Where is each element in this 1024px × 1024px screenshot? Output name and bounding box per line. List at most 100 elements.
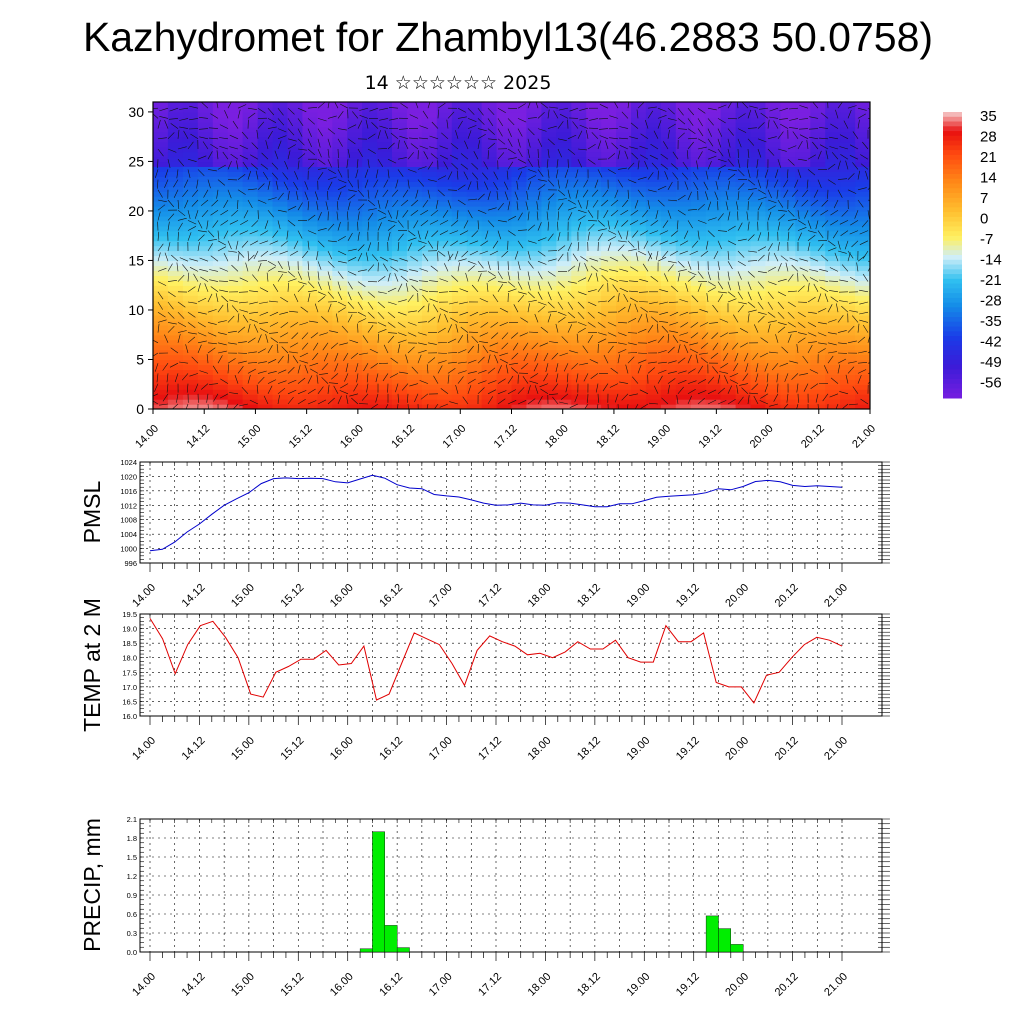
- wind-barb: [577, 327, 586, 333]
- temperature-cell: [257, 107, 274, 113]
- temperature-cell: [257, 235, 274, 242]
- wind-barb: [817, 308, 827, 313]
- wind-barb: [215, 293, 219, 303]
- temperature-cell: [511, 295, 527, 301]
- wind-barb: [377, 159, 384, 167]
- temperature-cell: [167, 295, 184, 301]
- wind-barb: [777, 383, 779, 393]
- temperature-cell: [153, 250, 169, 257]
- temperature-cell: [242, 344, 259, 351]
- wind-barb: [289, 310, 299, 313]
- temperature-cell: [780, 305, 796, 311]
- temperature-cell: [197, 399, 214, 405]
- temperature-cell: [645, 344, 662, 351]
- temperature-cell: [616, 324, 632, 331]
- wind-barb: [865, 170, 869, 180]
- temperature-cell: [212, 255, 229, 262]
- temperature-cell: [571, 121, 587, 128]
- wind-barb: [387, 335, 395, 343]
- temperature-cell: [212, 359, 229, 366]
- temperature-cell: [362, 280, 378, 286]
- temperature-cell: [750, 201, 766, 207]
- temperature-cell: [167, 161, 184, 167]
- temperature-cell: [212, 146, 229, 153]
- wind-barb: [537, 128, 547, 132]
- temperature-cell: [362, 275, 378, 281]
- temperature-cell: [645, 329, 662, 336]
- temperature-cell: [645, 196, 662, 202]
- temperature-cell: [377, 215, 393, 222]
- temperature-cell: [227, 290, 244, 296]
- wind-barb: [340, 383, 349, 389]
- wind-barb: [677, 132, 685, 140]
- temperature-cell: [855, 250, 870, 257]
- temperature-cell: [182, 344, 199, 351]
- temperature-cell: [541, 225, 557, 232]
- temperature-cell: [257, 399, 274, 405]
- temperature-cell: [182, 186, 199, 192]
- temperature-cell: [780, 230, 796, 237]
- wind-barb: [185, 344, 189, 354]
- wind-barb: [567, 265, 576, 272]
- temperature-cell: [660, 141, 677, 148]
- temperature-cell: [660, 359, 677, 366]
- wind-barb: [699, 309, 709, 313]
- temperature-cell: [825, 225, 841, 232]
- temperature-cell: [332, 146, 348, 153]
- wind-barb: [507, 261, 509, 271]
- temperature-cell: [675, 329, 692, 336]
- temperature-cell: [406, 324, 423, 331]
- wind-barb: [547, 193, 555, 201]
- temperature-cell: [735, 235, 752, 242]
- wind-barb: [617, 240, 627, 243]
- wind-barb: [840, 230, 849, 236]
- temperature-cell: [675, 111, 692, 118]
- temperature-cell: [167, 334, 184, 341]
- temperature-cell: [735, 379, 752, 385]
- wind-barb: [247, 323, 251, 333]
- temperature-cell: [421, 290, 438, 296]
- temperature-cell: [392, 379, 408, 385]
- temperature-cell: [436, 210, 453, 217]
- temperature-cell: [750, 349, 766, 356]
- temperature-cell: [362, 379, 378, 385]
- temperature-cell: [720, 265, 737, 271]
- temperature-cell: [496, 300, 513, 306]
- temperature-cell: [377, 374, 393, 380]
- temperature-cell: [765, 186, 781, 192]
- wind-barb: [747, 234, 755, 242]
- wind-barb: [527, 175, 537, 180]
- wind-barb: [157, 137, 167, 140]
- wind-barb: [487, 276, 497, 282]
- temperature-cell: [377, 399, 393, 405]
- wind-barb: [627, 248, 637, 252]
- wind-barb: [557, 202, 564, 211]
- temperature-cell: [526, 349, 542, 356]
- wind-barb: [177, 129, 180, 139]
- temperature-cell: [690, 359, 707, 366]
- temperature-cell: [362, 364, 378, 370]
- temperature-cell: [616, 344, 632, 351]
- temperature-cell: [406, 359, 423, 366]
- wind-barb: [272, 230, 279, 238]
- temperature-cell: [780, 359, 796, 366]
- temperature-cell: [481, 235, 498, 242]
- wind-barb: [807, 220, 812, 230]
- temperature-cell: [750, 181, 766, 187]
- temperature-cell: [377, 206, 393, 212]
- temperature-cell: [690, 196, 707, 202]
- wind-barb: [467, 265, 475, 272]
- wind-barb: [776, 189, 779, 199]
- temperature-cell: [362, 196, 378, 202]
- temperature-cell: [436, 394, 453, 400]
- temperature-cell: [317, 379, 333, 385]
- temperature-cell: [631, 270, 647, 276]
- wind-barb: [309, 320, 319, 323]
- wind-barb: [507, 271, 511, 281]
- wind-barb: [377, 222, 382, 231]
- temperature-cell: [182, 225, 199, 232]
- temperature-cell: [496, 225, 513, 232]
- wind-barb: [815, 220, 819, 230]
- wind-barb: [227, 303, 229, 313]
- wind-barb: [837, 178, 848, 180]
